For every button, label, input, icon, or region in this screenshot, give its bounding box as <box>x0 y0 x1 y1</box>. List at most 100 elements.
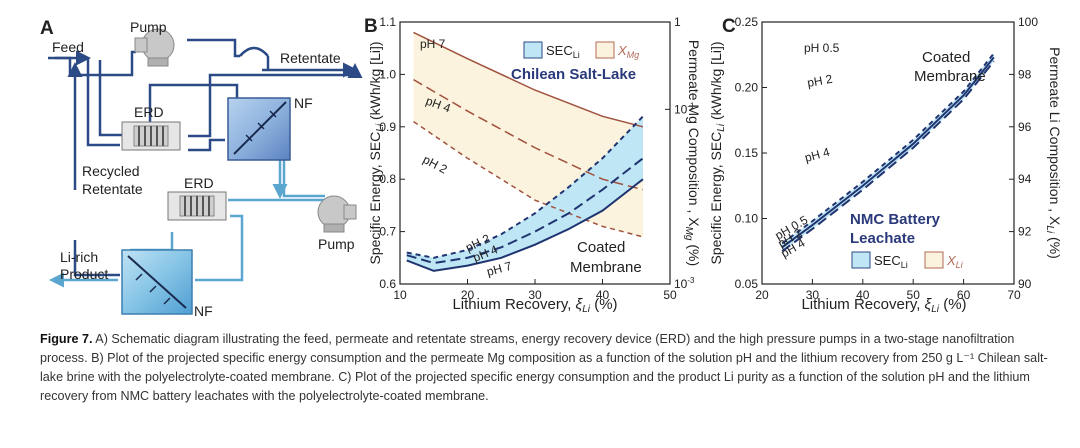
series-line-sec_li-4 <box>406 157 644 265</box>
nf-top-label: NF <box>294 95 313 111</box>
panel-c-ylabel: Specific Energy, SECLi (kWh/kg [Li]) <box>708 41 727 264</box>
series-line-sec_li-5 <box>781 60 995 253</box>
panel-c-ylabel-right: Permeate Li Composition , XLi (%) <box>1044 47 1063 259</box>
x-tick-label: 40 <box>856 288 870 302</box>
caption-text: A) Schematic diagram illustrating the fe… <box>40 332 1048 403</box>
y-tick-label: 0.9 <box>379 120 396 134</box>
annotation-label: Coated <box>577 239 625 256</box>
panel-b-xlabel: Lithium Recovery, ξLi (%) <box>452 296 617 315</box>
annotation-label: pH 2 <box>421 152 450 176</box>
right-tick-label: 94 <box>1018 172 1032 186</box>
legend-xmg-swatch <box>595 41 615 59</box>
annotation-label: pH 7 <box>420 37 446 51</box>
y-tick-label: 0.6 <box>379 277 396 291</box>
series-line-x_mg-0 <box>413 31 644 128</box>
x-tick-label: 10 <box>393 288 407 302</box>
annotation-label: pH 0.5 <box>804 41 840 55</box>
series-line-sec_li-3 <box>406 115 644 259</box>
feed-label: Feed <box>52 39 84 55</box>
legend-xli-label: XLi <box>946 253 964 270</box>
panel-c-y-ticks: 0.05 0.10 0.15 0.20 0.25 <box>735 15 767 291</box>
right-tick-label: 98 <box>1018 67 1032 81</box>
annotation-label: pH 7 <box>485 259 513 279</box>
y-tick-label: 1.0 <box>379 67 396 81</box>
y-tick-label: 1.1 <box>379 15 396 29</box>
series-line-x_mg-1 <box>413 78 644 191</box>
panel-c-right-ticks: 90 92 94 96 98 100 <box>1009 15 1038 291</box>
series-line-sec_li-3 <box>781 52 995 245</box>
annotation-label: pH 2 <box>806 72 834 90</box>
panel-b-fills <box>406 32 643 271</box>
product-label-2: Product <box>60 266 108 282</box>
x-tick-label: 30 <box>806 288 820 302</box>
nf-bottom-unit <box>121 249 193 315</box>
caption-figure-label: Figure 7. <box>40 332 93 346</box>
right-tick-label: 96 <box>1018 120 1032 134</box>
legend-sec-swatch-c <box>851 251 871 269</box>
panel-c-letter: C <box>722 16 736 37</box>
erd-bottom-icon <box>167 191 227 221</box>
panel-b-letter: B <box>364 16 378 37</box>
panel-b-ylabel: Specific Energy, SECLi (kWh/kg [Li]) <box>367 41 386 264</box>
pump-top-icon <box>134 28 175 67</box>
x-tick-label: 60 <box>957 288 971 302</box>
y-tick-label: 0.15 <box>735 146 759 160</box>
x-tick-label: 70 <box>1007 288 1021 302</box>
product-label: Li-rich <box>60 249 98 265</box>
panel-b-legend: SECLi XMg <box>523 41 639 60</box>
retentate-label: Retentate <box>280 50 341 66</box>
panel-c-title-1: NMC Battery <box>850 211 941 228</box>
right-tick-label: 92 <box>1018 225 1032 239</box>
panel-a-schematic: A <box>40 18 363 319</box>
nf-bottom-label: NF <box>194 303 213 319</box>
panel-b-x-ticks: 10 20 30 40 50 <box>393 279 677 302</box>
annotation-label: Membrane <box>914 68 986 85</box>
legend-sec-swatch <box>523 41 543 59</box>
right-tick-label: 90 <box>1018 277 1032 291</box>
x-tick-label: 20 <box>755 288 769 302</box>
pump-bottom-icon <box>317 195 357 233</box>
erd-top-icon <box>121 121 181 151</box>
right-tick-label: 1 <box>674 15 681 29</box>
x-tick-label: 50 <box>907 288 921 302</box>
y-tick-label: 0.25 <box>735 15 759 29</box>
panel-c-legend: SECLi XLi <box>851 251 964 270</box>
y-tick-label: 0.05 <box>735 277 759 291</box>
panel-a-letter: A <box>40 18 54 39</box>
panel-c-lines <box>781 52 995 253</box>
recycled-retentate-label: Retentate <box>82 181 143 197</box>
annotation-label: Coated <box>922 49 970 66</box>
erd-bottom-label: ERD <box>184 175 214 191</box>
right-tick-label: 100 <box>1018 15 1038 29</box>
x-tick-label: 30 <box>528 288 542 302</box>
panel-b-chart: B 10 20 30 40 50 0.60.70.80.91.01.1 10-310-1… <box>364 15 702 315</box>
panel-b-title: Chilean Salt-Lake <box>511 66 636 83</box>
panel-c-title-2: Leachate <box>850 230 915 247</box>
figure-7: A <box>40 15 1063 319</box>
panel-b-lines <box>406 31 644 272</box>
x-tick-label: 40 <box>596 288 610 302</box>
y-tick-label: 0.20 <box>735 81 759 95</box>
pump-bottom-label: Pump <box>318 236 355 252</box>
sec-band <box>406 116 643 271</box>
pump-top-label: Pump <box>130 19 167 35</box>
panel-b-y-ticks: 0.6 0.7 0.8 0.9 1.0 1.1 <box>379 15 405 291</box>
x-tick-label: 50 <box>663 288 677 302</box>
annotation-label: Membrane <box>570 259 642 276</box>
legend-xli-swatch <box>924 251 944 269</box>
panel-c-xlabel: Lithium Recovery, ξLi (%) <box>801 296 966 315</box>
annotation-label: pH 4 <box>803 145 831 165</box>
erd-top-label: ERD <box>134 104 164 120</box>
series-line-sec_li-5 <box>406 178 644 272</box>
figure-caption: Figure 7. A) Schematic diagram illustrat… <box>40 330 1060 406</box>
legend-sec-label: SECLi <box>546 43 580 60</box>
y-tick-label: 0.8 <box>379 172 396 186</box>
x-tick-label: 20 <box>461 288 475 302</box>
legend-sec-label-c: SECLi <box>874 253 908 270</box>
recycled-label: Recycled <box>82 163 140 179</box>
series-line-sec_li-4 <box>781 56 995 249</box>
nf-top-unit <box>227 97 291 161</box>
panel-c-x-ticks: 20 30 40 50 60 70 <box>755 279 1021 302</box>
y-tick-label: 0.10 <box>735 212 759 226</box>
legend-xmg-label: XMg <box>617 43 639 60</box>
